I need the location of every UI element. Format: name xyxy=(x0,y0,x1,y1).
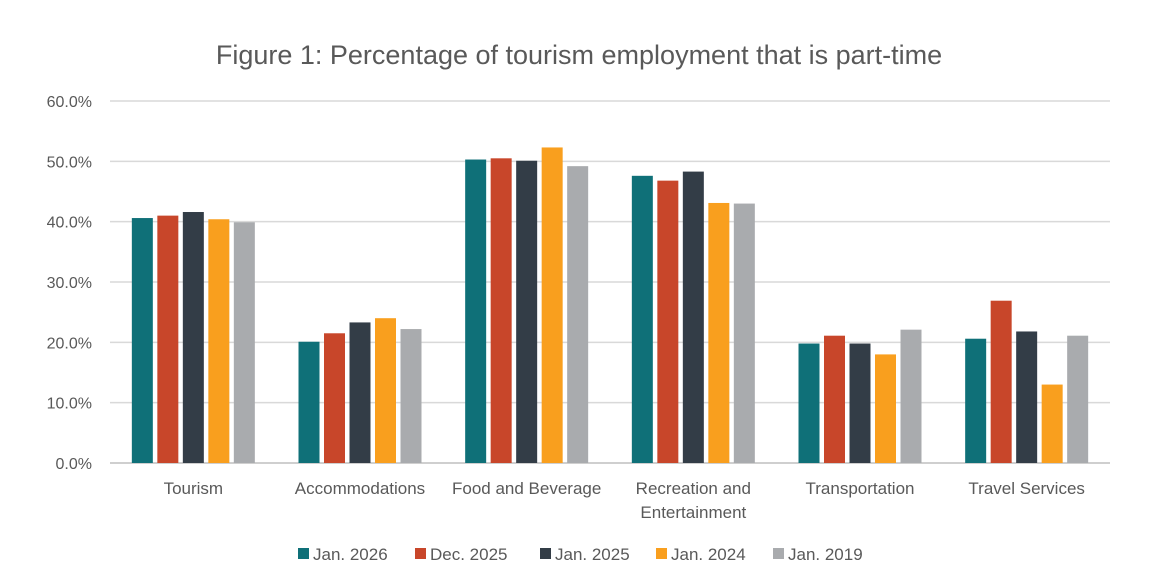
y-tick-label: 10.0% xyxy=(47,396,92,413)
bar xyxy=(1041,384,1063,463)
bar xyxy=(233,222,255,463)
gridlines xyxy=(110,100,1110,464)
x-tick-label: Tourism xyxy=(164,479,224,498)
bar xyxy=(900,329,922,463)
legend-item: Jan. 2026 xyxy=(298,545,388,564)
bar xyxy=(349,322,371,463)
bar xyxy=(990,300,1012,463)
chart-title: Figure 1: Percentage of tourism employme… xyxy=(216,40,942,70)
bar xyxy=(631,175,653,463)
bar xyxy=(657,180,679,463)
y-axis-ticks: 0.0% 10.0% 20.0% 30.0% 40.0% 50.0% 60.0% xyxy=(47,94,92,473)
bar xyxy=(965,338,987,463)
bar xyxy=(682,171,704,463)
bar xyxy=(1016,331,1038,463)
legend: Jan. 2026 Dec. 2025 Jan. 2025 Jan. 2024 Jan.… xyxy=(298,545,863,564)
y-tick-label: 40.0% xyxy=(47,215,92,232)
bar xyxy=(875,354,896,463)
x-tick-label: Travel Services xyxy=(968,479,1085,498)
bar xyxy=(157,215,179,463)
bar xyxy=(182,212,204,463)
x-tick-label: Recreation and xyxy=(636,479,751,498)
legend-label: Dec. 2025 xyxy=(430,545,508,564)
x-axis-ticks: Tourism Accommodations Food and Beverage Re… xyxy=(164,479,1085,522)
legend-item: Dec. 2025 xyxy=(415,545,508,564)
bar xyxy=(849,343,871,463)
legend-swatch xyxy=(773,548,784,559)
y-tick-label: 30.0% xyxy=(47,275,92,292)
bar xyxy=(708,202,730,464)
bar xyxy=(208,219,230,463)
bar xyxy=(541,147,563,463)
legend-item: Jan. 2025 xyxy=(540,545,630,564)
legend-label: Jan. 2019 xyxy=(788,545,863,564)
legend-label: Jan. 2026 xyxy=(313,545,388,564)
x-tick-label: Transportation xyxy=(806,479,915,498)
y-tick-label: 50.0% xyxy=(47,154,92,171)
legend-label: Jan. 2025 xyxy=(555,545,630,564)
legend-swatch xyxy=(540,548,551,559)
x-tick-label: Food and Beverage xyxy=(452,479,601,498)
legend-swatch xyxy=(656,548,667,559)
legend-swatch xyxy=(415,548,426,559)
bar xyxy=(324,333,345,463)
y-tick-label: 60.0% xyxy=(47,94,92,111)
legend-swatch xyxy=(298,548,309,559)
bar xyxy=(131,218,153,463)
bar xyxy=(516,160,538,464)
legend-label: Jan. 2024 xyxy=(671,545,746,564)
bar xyxy=(490,158,512,464)
x-tick-label: Entertainment xyxy=(640,503,746,522)
bar xyxy=(824,335,845,463)
legend-item: Jan. 2019 xyxy=(773,545,863,564)
y-tick-label: 0.0% xyxy=(56,456,92,473)
bar xyxy=(733,203,755,464)
x-tick-label: Accommodations xyxy=(295,479,425,498)
bar xyxy=(567,166,589,463)
bars xyxy=(131,147,1089,464)
bar xyxy=(400,329,422,463)
y-tick-label: 20.0% xyxy=(47,335,92,352)
bar xyxy=(465,159,487,464)
bar xyxy=(298,341,320,463)
bar xyxy=(375,318,396,463)
bar xyxy=(1067,335,1089,463)
legend-item: Jan. 2024 xyxy=(656,545,746,564)
bar xyxy=(798,343,820,463)
